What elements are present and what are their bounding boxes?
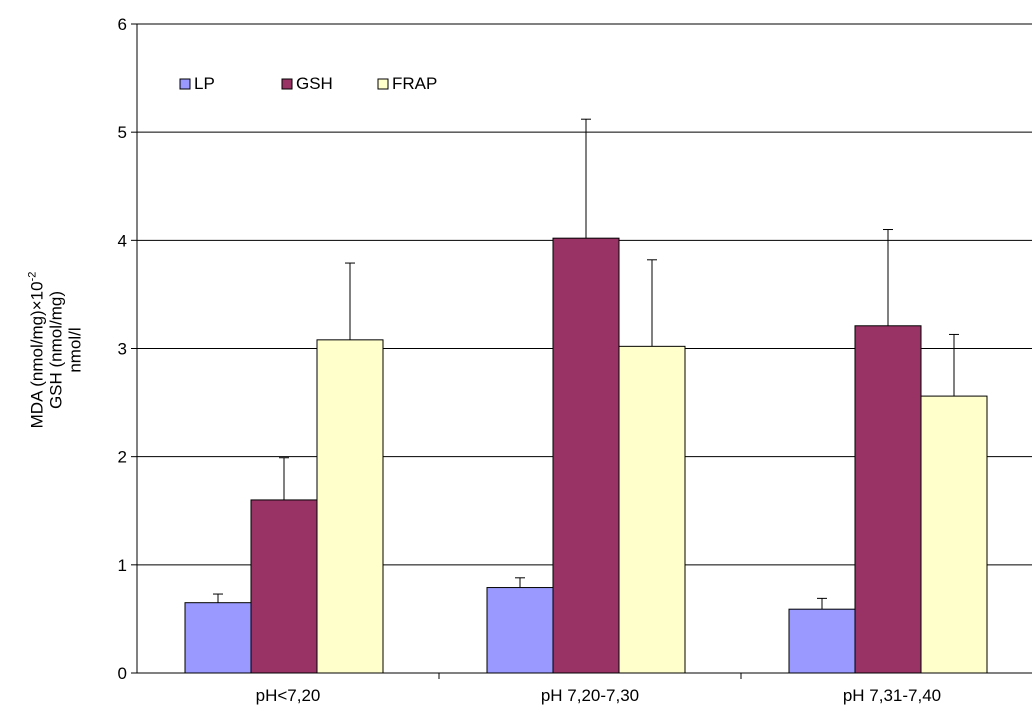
- bar-frap: [920, 395, 988, 674]
- y-tick-label: 1: [118, 556, 127, 575]
- y-tick-label: 6: [118, 15, 127, 34]
- y-tick-label: 3: [118, 340, 127, 359]
- y-tick-label: 0: [118, 664, 127, 683]
- bar-lp: [788, 608, 856, 674]
- y-axis-label: MDA (nmol/mg)×10-2 GSH (nmol/mg) nmol/l: [4, 220, 104, 480]
- bar-lp: [486, 587, 554, 674]
- legend-label-lp: LP: [194, 74, 215, 93]
- bar-gsh: [552, 237, 620, 674]
- y-tick-label: 2: [118, 448, 127, 467]
- x-tick-label: pH<7,20: [256, 686, 321, 705]
- bar-lp: [184, 602, 252, 674]
- y-axis-label-line-2: GSH (nmol/mg): [46, 290, 66, 410]
- bar-gsh: [854, 325, 922, 674]
- legend-swatch-gsh: [281, 78, 293, 90]
- legend-swatch-lp: [179, 78, 191, 90]
- bar-frap: [316, 339, 384, 674]
- bar-gsh: [250, 499, 318, 674]
- legend-label-frap: FRAP: [392, 74, 437, 93]
- legend-swatch-frap: [377, 78, 389, 90]
- y-axis-label-line-3: nmol/l: [65, 327, 85, 373]
- bar-frap: [618, 345, 686, 674]
- x-tick-label: pH 7,31-7,40: [843, 686, 941, 705]
- legend-label-gsh: GSH: [296, 74, 333, 93]
- x-tick-label: pH 7,20-7,30: [541, 686, 639, 705]
- y-tick-label: 5: [118, 123, 127, 142]
- y-tick-label: 4: [118, 231, 127, 250]
- y-axis-label-line-1: MDA (nmol/mg)×10-2: [26, 271, 47, 429]
